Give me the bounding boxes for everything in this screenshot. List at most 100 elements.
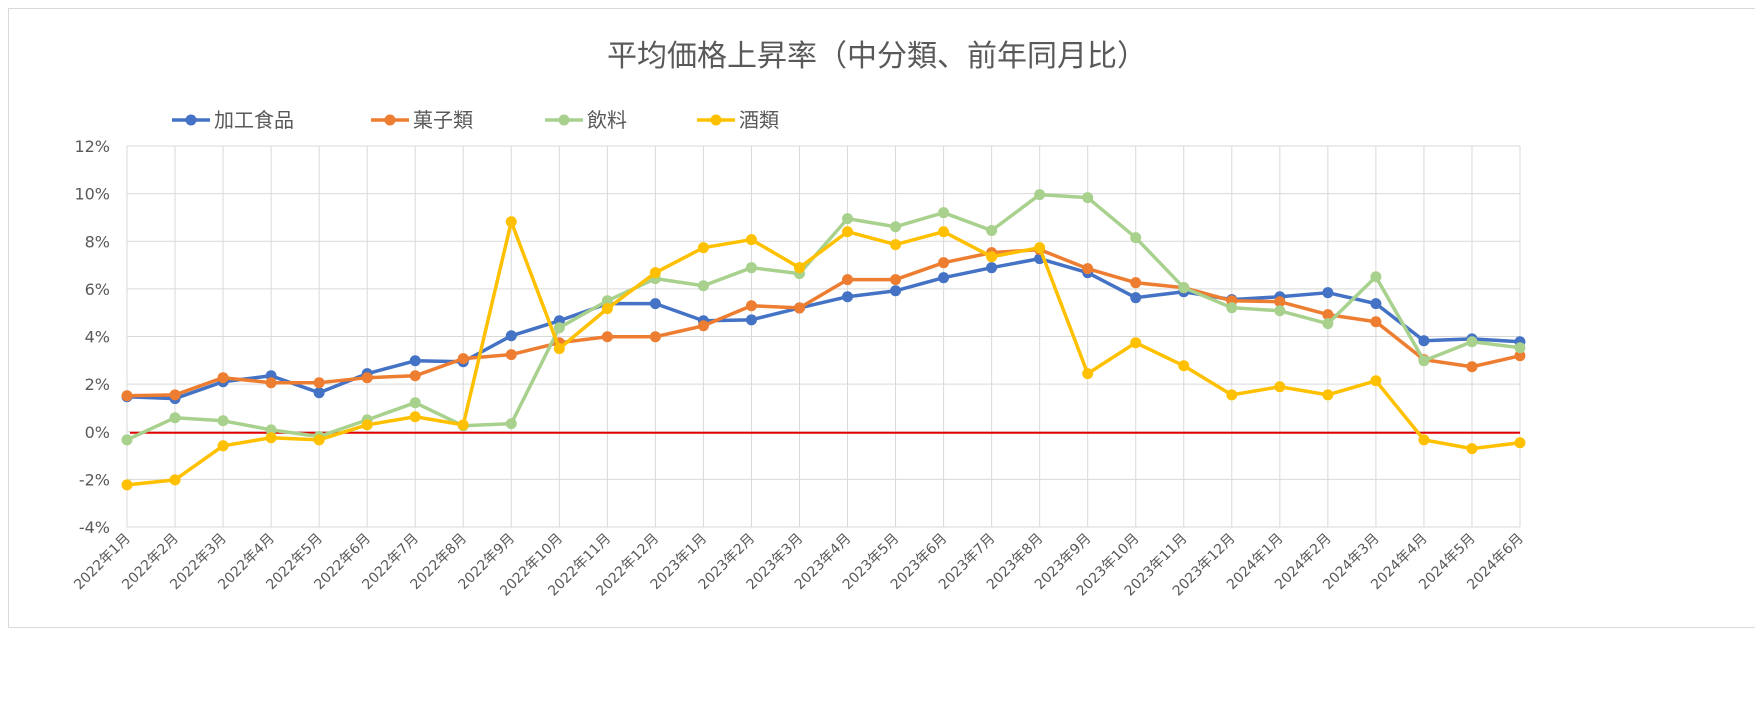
data-point <box>1418 355 1430 367</box>
legend: 加工食品 菓子類 飲料 酒類 <box>172 108 779 132</box>
series-3 <box>121 216 1526 491</box>
data-point <box>217 372 229 384</box>
data-point <box>1274 381 1286 393</box>
data-point <box>697 280 709 292</box>
data-point <box>1514 342 1526 354</box>
data-point <box>1466 443 1478 455</box>
legend-marker <box>558 114 570 126</box>
x-axis-labels: 2022年1月2022年2月2022年3月2022年4月2022年5月2022年… <box>71 531 1527 600</box>
data-point <box>169 412 181 424</box>
data-point <box>505 216 517 228</box>
legend-label: 菓子類 <box>413 108 473 132</box>
y-tick-label: 4% <box>85 328 110 347</box>
data-point <box>1130 337 1142 349</box>
data-point <box>265 432 277 444</box>
legend-marker <box>384 114 396 126</box>
data-point <box>745 234 757 246</box>
data-point <box>1226 389 1238 401</box>
data-point <box>1130 232 1142 244</box>
data-point <box>409 355 421 367</box>
data-point <box>1370 298 1382 310</box>
data-point <box>890 285 902 297</box>
data-point <box>1178 360 1190 372</box>
data-point <box>553 343 565 355</box>
data-point <box>409 397 421 409</box>
data-point <box>1418 335 1430 347</box>
legend-label: 加工食品 <box>214 108 294 132</box>
data-point <box>1034 189 1046 201</box>
data-point <box>1082 368 1094 380</box>
data-point <box>313 387 325 399</box>
data-point <box>1082 263 1094 275</box>
legend-marker <box>710 114 722 126</box>
y-tick-label: 10% <box>74 185 110 204</box>
data-point <box>265 424 277 436</box>
data-point <box>1370 316 1382 328</box>
series-line <box>126 256 1521 401</box>
data-point <box>121 434 133 446</box>
data-point <box>1034 242 1046 254</box>
data-point <box>1322 318 1334 330</box>
data-point <box>505 418 517 430</box>
data-point <box>1274 296 1286 308</box>
data-point <box>121 390 133 402</box>
data-point <box>1082 192 1094 204</box>
data-point <box>169 389 181 401</box>
data-point <box>1418 434 1430 446</box>
data-point <box>1466 336 1478 348</box>
data-point <box>938 226 950 238</box>
data-point <box>361 372 373 384</box>
data-point <box>457 353 469 365</box>
data-point <box>505 330 517 342</box>
data-point <box>1322 287 1334 299</box>
data-point <box>793 262 805 274</box>
data-point <box>697 320 709 332</box>
series-2 <box>121 189 1526 446</box>
data-point <box>601 303 613 315</box>
series-group <box>121 189 1526 491</box>
series-line <box>126 192 1521 442</box>
data-point <box>842 213 854 225</box>
data-point <box>986 262 998 274</box>
legend-label: 飲料 <box>587 108 627 132</box>
series-1 <box>121 244 1526 402</box>
legend-marker <box>185 114 197 126</box>
data-point <box>313 377 325 389</box>
data-point <box>1514 350 1526 362</box>
chart-frame <box>8 8 1755 628</box>
data-point <box>457 419 469 431</box>
data-point <box>938 207 950 219</box>
data-point <box>601 331 613 343</box>
data-point <box>361 419 373 431</box>
y-tick-label: 8% <box>85 232 110 251</box>
data-point <box>601 295 613 307</box>
data-point <box>842 226 854 238</box>
chart-title: 平均価格上昇率（中分類、前年同月比） <box>607 39 1147 74</box>
data-point <box>1226 302 1238 314</box>
data-point <box>842 291 854 303</box>
data-point <box>1130 277 1142 289</box>
y-tick-label: 12% <box>74 137 110 156</box>
data-point <box>1322 309 1334 321</box>
data-point <box>842 274 854 286</box>
data-point <box>649 331 661 343</box>
data-point <box>649 298 661 310</box>
data-point <box>1130 292 1142 304</box>
data-point <box>793 302 805 314</box>
data-point <box>986 251 998 263</box>
data-point <box>745 300 757 312</box>
data-point <box>1322 389 1334 401</box>
y-tick-label: 6% <box>85 280 110 299</box>
data-point <box>217 440 229 452</box>
data-point <box>169 474 181 486</box>
data-point <box>1274 305 1286 317</box>
data-point <box>938 272 950 284</box>
data-point <box>890 239 902 251</box>
data-point <box>1514 437 1526 449</box>
series-line <box>126 247 1521 398</box>
data-point <box>649 267 661 279</box>
data-point <box>1370 271 1382 283</box>
data-point <box>745 262 757 274</box>
y-tick-label: -2% <box>79 470 110 489</box>
